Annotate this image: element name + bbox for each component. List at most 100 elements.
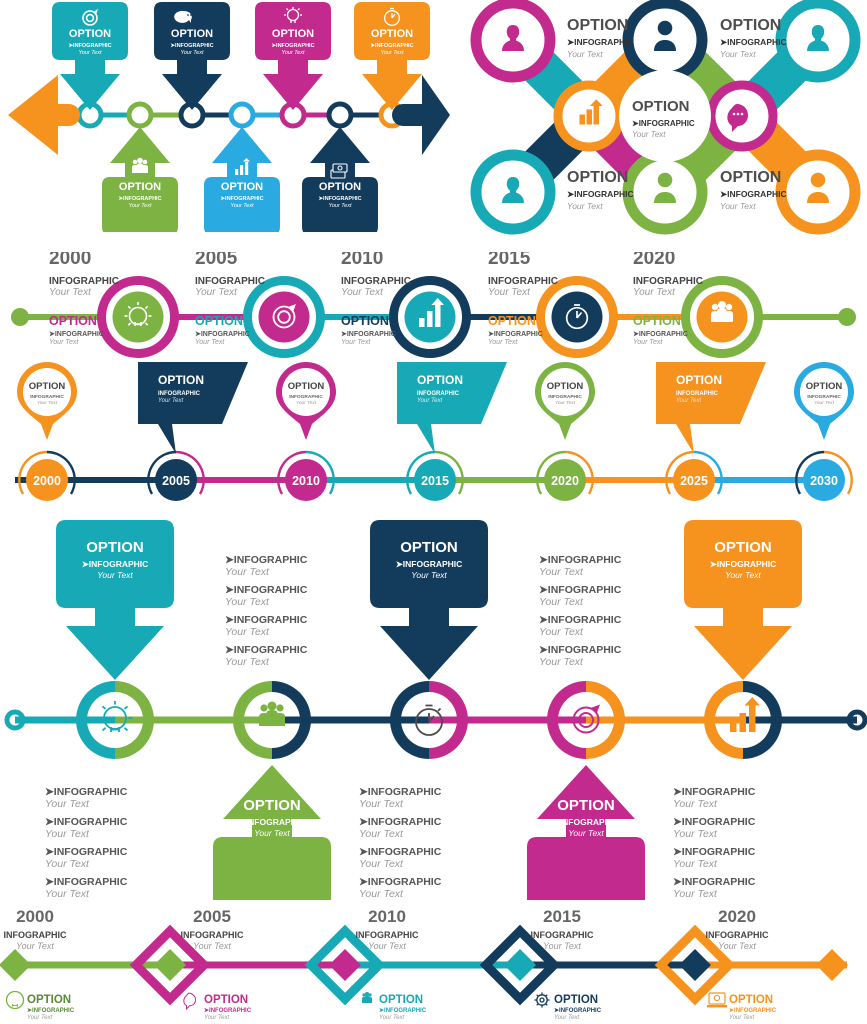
svg-text:INFOGRAPHIC: INFOGRAPHIC <box>807 394 841 400</box>
svg-text:OPTION: OPTION <box>86 539 144 556</box>
svg-text:2010: 2010 <box>341 252 383 269</box>
svg-text:➤INFOGRAPHIC: ➤INFOGRAPHIC <box>553 817 620 827</box>
svg-text:Your Text: Your Text <box>718 941 756 951</box>
svg-text:➤INFOGRAPHIC: ➤INFOGRAPHIC <box>341 331 396 338</box>
svg-text:➤INFOGRAPHIC: ➤INFOGRAPHIC <box>359 846 442 858</box>
svg-text:Your Text: Your Text <box>568 828 604 838</box>
svg-text:➤INFOGRAPHIC: ➤INFOGRAPHIC <box>567 189 634 199</box>
svg-text:Your Text: Your Text <box>720 49 756 59</box>
svg-text:Your Text: Your Text <box>567 201 603 211</box>
svg-text:Your Text: Your Text <box>379 1015 404 1021</box>
svg-text:OPTION: OPTION <box>632 98 690 115</box>
svg-text:➤INFOGRAPHIC: ➤INFOGRAPHIC <box>271 42 314 49</box>
svg-text:Your Text: Your Text <box>296 400 317 406</box>
svg-text:Your Text: Your Text <box>193 941 231 951</box>
svg-text:Your Text: Your Text <box>128 203 152 209</box>
svg-text:Your Text: Your Text <box>37 400 58 406</box>
svg-text:Your Text: Your Text <box>539 626 584 638</box>
svg-text:2020: 2020 <box>718 907 756 926</box>
svg-text:➤INFOGRAPHIC: ➤INFOGRAPHIC <box>225 614 308 626</box>
svg-text:➤INFOGRAPHIC: ➤INFOGRAPHIC <box>539 554 622 566</box>
svg-text:Your Text: Your Text <box>195 287 238 298</box>
svg-text:2020: 2020 <box>551 474 579 488</box>
svg-text:Your Text: Your Text <box>673 888 718 900</box>
svg-text:2005: 2005 <box>162 474 190 488</box>
svg-text:OPTION: OPTION <box>371 28 413 40</box>
svg-text:INFOGRAPHIC: INFOGRAPHIC <box>531 930 595 940</box>
svg-text:OPTION: OPTION <box>547 381 584 392</box>
svg-text:2010: 2010 <box>292 474 320 488</box>
svg-text:INFOGRAPHIC: INFOGRAPHIC <box>488 276 558 287</box>
svg-text:➤INFOGRAPHIC: ➤INFOGRAPHIC <box>68 42 111 49</box>
svg-text:Your Text: Your Text <box>729 1015 754 1021</box>
svg-text:INFOGRAPHIC: INFOGRAPHIC <box>30 394 64 400</box>
svg-text:2020: 2020 <box>633 252 675 269</box>
svg-text:OPTION: OPTION <box>341 314 389 328</box>
svg-text:OPTION: OPTION <box>119 181 161 193</box>
svg-text:2025: 2025 <box>680 474 708 488</box>
svg-text:OPTION: OPTION <box>417 373 463 387</box>
svg-text:OPTION: OPTION <box>379 994 423 1006</box>
svg-text:➤INFOGRAPHIC: ➤INFOGRAPHIC <box>567 37 634 47</box>
svg-text:Your Text: Your Text <box>380 50 404 56</box>
svg-text:Your Text: Your Text <box>673 798 718 810</box>
svg-text:Your Text: Your Text <box>725 570 761 580</box>
svg-text:➤INFOGRAPHIC: ➤INFOGRAPHIC <box>49 331 104 338</box>
svg-text:➤INFOGRAPHIC: ➤INFOGRAPHIC <box>45 816 128 828</box>
svg-text:➤INFOGRAPHIC: ➤INFOGRAPHIC <box>225 644 308 656</box>
svg-text:Your Text: Your Text <box>97 570 133 580</box>
svg-text:Your Text: Your Text <box>204 1015 229 1021</box>
svg-text:Your Text: Your Text <box>16 941 54 951</box>
svg-text:Your Text: Your Text <box>359 888 404 900</box>
svg-text:➤INFOGRAPHIC: ➤INFOGRAPHIC <box>554 1007 602 1014</box>
svg-text:INFOGRAPHIC: INFOGRAPHIC <box>706 930 770 940</box>
svg-text:➤INFOGRAPHIC: ➤INFOGRAPHIC <box>673 816 756 828</box>
svg-text:➤INFOGRAPHIC: ➤INFOGRAPHIC <box>710 559 777 569</box>
svg-text:OPTION: OPTION <box>729 994 773 1006</box>
svg-text:➤INFOGRAPHIC: ➤INFOGRAPHIC <box>370 42 413 49</box>
svg-text:OPTION: OPTION <box>195 314 243 328</box>
svg-text:2005: 2005 <box>195 252 238 269</box>
svg-text:INFOGRAPHIC: INFOGRAPHIC <box>417 391 460 397</box>
svg-text:Your Text: Your Text <box>673 858 718 870</box>
svg-text:Your Text: Your Text <box>632 130 666 139</box>
svg-text:2015: 2015 <box>543 907 581 926</box>
svg-text:2000: 2000 <box>49 252 91 269</box>
svg-text:➤INFOGRAPHIC: ➤INFOGRAPHIC <box>225 554 308 566</box>
svg-text:Your Text: Your Text <box>543 941 581 951</box>
svg-text:➤INFOGRAPHIC: ➤INFOGRAPHIC <box>379 1007 427 1014</box>
svg-text:➤INFOGRAPHIC: ➤INFOGRAPHIC <box>220 195 263 202</box>
svg-text:INFOGRAPHIC: INFOGRAPHIC <box>4 930 68 940</box>
svg-text:2015: 2015 <box>488 252 531 269</box>
svg-text:2010: 2010 <box>368 907 406 926</box>
svg-text:OPTION: OPTION <box>488 314 536 328</box>
svg-text:Your Text: Your Text <box>225 656 270 668</box>
svg-text:OPTION: OPTION <box>49 314 97 328</box>
svg-text:Your Text: Your Text <box>45 888 90 900</box>
svg-text:➤INFOGRAPHIC: ➤INFOGRAPHIC <box>539 644 622 656</box>
svg-text:Your Text: Your Text <box>45 798 90 810</box>
svg-text:OPTION: OPTION <box>158 373 204 387</box>
svg-text:Your Text: Your Text <box>341 339 371 346</box>
svg-text:➤INFOGRAPHIC: ➤INFOGRAPHIC <box>633 331 688 338</box>
svg-text:➤INFOGRAPHIC: ➤INFOGRAPHIC <box>45 786 128 798</box>
svg-text:OPTION: OPTION <box>27 994 71 1006</box>
svg-text:OPTION: OPTION <box>319 181 361 193</box>
svg-text:Your Text: Your Text <box>368 941 406 951</box>
svg-text:Your Text: Your Text <box>488 339 518 346</box>
svg-text:➤INFOGRAPHIC: ➤INFOGRAPHIC <box>239 817 306 827</box>
svg-text:Your Text: Your Text <box>676 398 701 404</box>
svg-text:➤INFOGRAPHIC: ➤INFOGRAPHIC <box>720 37 787 47</box>
svg-text:OPTION: OPTION <box>243 797 301 814</box>
svg-text:INFOGRAPHIC: INFOGRAPHIC <box>548 394 582 400</box>
svg-text:Your Text: Your Text <box>225 566 270 578</box>
svg-text:OPTION: OPTION <box>567 17 628 34</box>
svg-text:OPTION: OPTION <box>633 314 681 328</box>
svg-text:Your Text: Your Text <box>488 287 531 298</box>
svg-text:➤INFOGRAPHIC: ➤INFOGRAPHIC <box>27 1007 75 1014</box>
svg-text:OPTION: OPTION <box>720 169 781 186</box>
svg-text:INFOGRAPHIC: INFOGRAPHIC <box>289 394 323 400</box>
svg-text:Your Text: Your Text <box>49 287 92 298</box>
svg-text:➤INFOGRAPHIC: ➤INFOGRAPHIC <box>673 846 756 858</box>
svg-text:Your Text: Your Text <box>359 858 404 870</box>
